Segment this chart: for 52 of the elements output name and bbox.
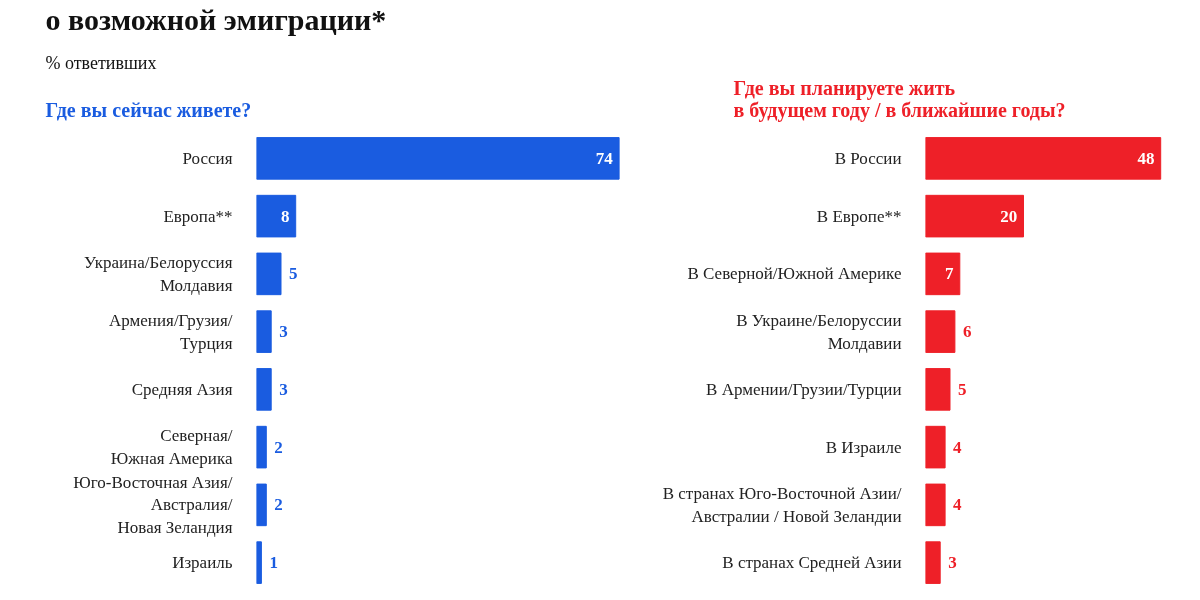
y-tick-label: Израиль [172,553,233,573]
data-label: 2 [274,437,283,457]
data-label: 4 [953,495,963,515]
y-tick-label: В Украине/Белоруссии Молдавии [736,310,902,353]
bar [925,425,946,469]
chart-title: Где вы сейчас живете? [45,98,252,121]
y-tick-label: В Северной/Южной Америке [687,264,902,284]
y-tick-label: В России [834,148,902,168]
data-label: 20 [1000,206,1018,226]
y-tick-label: Средняя Азия [131,379,233,399]
data-label: 48 [1137,148,1155,168]
y-tick-label: В Европе** [816,206,902,226]
bar [256,194,297,238]
bar [256,483,267,527]
bar [256,137,620,180]
bar [925,541,941,584]
data-label: 3 [279,322,288,342]
y-tick-label: Армения/Грузия/ Турция [109,310,233,353]
data-label: 5 [958,379,967,399]
bar [256,252,282,296]
y-tick-label: В странах Юго-Восточной Азии/ Австралии / Новой Зеландии [662,483,902,526]
bar [925,194,1024,238]
data-label: 3 [279,379,288,399]
bar [925,368,951,411]
chart-title: Где вы планируете жить в будущем году / в ближайшие годы? [733,76,1066,122]
bar [925,252,961,296]
bar [256,541,262,584]
text: о возможной эмиграции* [45,2,387,36]
y-tick-label: Северная/ Южная Америка [110,426,233,469]
text: % ответивших [45,52,157,73]
y-tick-label: Европа** [163,206,233,226]
data-label: 7 [945,264,954,284]
data-label: 3 [948,553,957,573]
data-label: 74 [595,148,614,168]
y-tick-label: Украина/Белоруссия Молдавия [84,252,233,295]
data-label: 8 [280,206,290,226]
bar [925,310,956,353]
bar [925,483,946,527]
data-label: 5 [289,264,298,284]
data-label: 4 [953,437,963,457]
y-tick-label: В странах Средней Азии [722,553,902,573]
data-label: 6 [962,322,972,342]
data-label: 1 [269,553,278,573]
y-tick-label: В Армении/Грузии/Турции [706,379,902,399]
y-tick-label: Юго-Восточная Азия/ Австралия/ Новая Зеландия [73,472,233,538]
bar [256,310,272,353]
y-tick-label: В Израиле [825,437,902,457]
data-label: 2 [274,495,283,515]
bar [256,368,272,411]
bar [256,425,267,469]
y-tick-label: Россия [182,148,233,168]
bar [925,137,1162,180]
